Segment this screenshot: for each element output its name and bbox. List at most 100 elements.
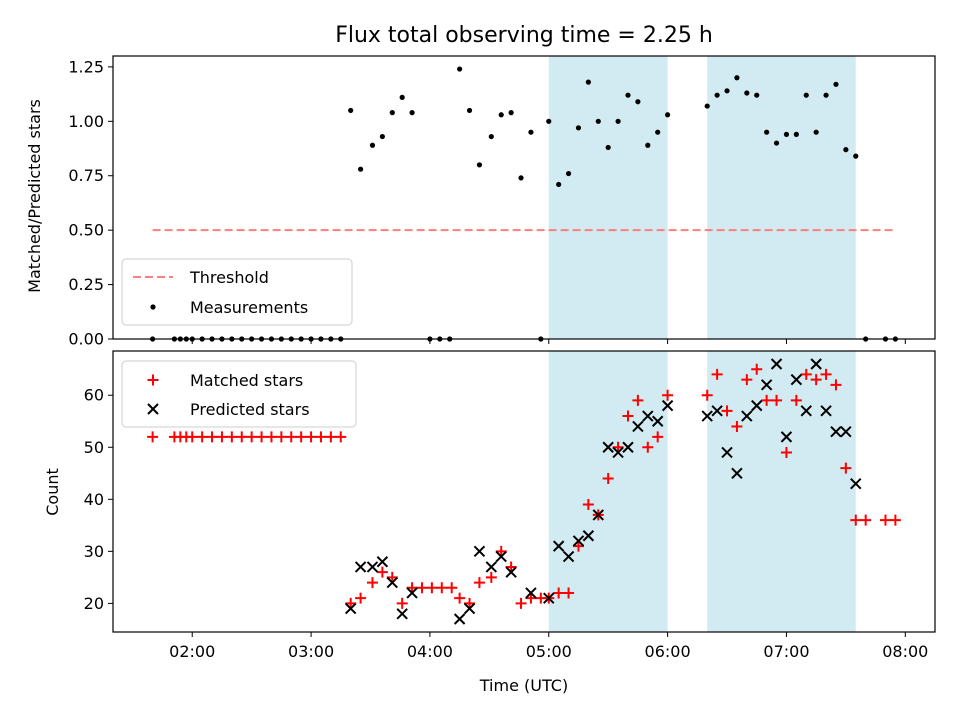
bottom-shaded-interval-2 [707, 351, 856, 632]
chart-title: Flux total observing time = 2.25 h [335, 23, 713, 48]
top-measurements-point [498, 112, 504, 118]
bottom-predicted-stars-point [711, 405, 723, 417]
bottom-predicted-stars-point [760, 379, 773, 391]
bottom-predicted-stars-point [790, 373, 803, 386]
bottom-matched-stars-point [820, 368, 832, 380]
bottom-matched-stars-point [464, 597, 476, 609]
bottom-matched-stars-point [216, 431, 228, 443]
bottom-predicted-stars-point [406, 587, 418, 599]
bottom-matched-stars-point [741, 374, 753, 386]
top-measurements-point [595, 118, 601, 124]
bottom-matched-stars-point [515, 597, 527, 609]
top-measurements-point [457, 66, 463, 72]
top-legend: Threshold Measurements [121, 258, 353, 326]
top-measurements-point [605, 144, 611, 151]
bottom-shaded-interval-1 [548, 351, 668, 632]
bottom-matched-stars-point [454, 592, 466, 604]
top-y-tick-label: 0.25 [68, 275, 104, 294]
bottom-matched-stars-point [701, 389, 713, 401]
top-shaded-interval-2 [707, 56, 856, 339]
top-axes-frame [112, 55, 936, 340]
top-y-tick-label: 0.00 [68, 330, 104, 349]
bottom-matched-stars-point [226, 431, 238, 443]
bottom-matched-stars-point [275, 431, 287, 443]
top-measurements-point [379, 133, 385, 140]
bottom-predicted-stars-point [810, 358, 822, 370]
bottom-matched-stars-point [751, 363, 763, 375]
bottom-predicted-stars-point [495, 550, 507, 563]
top-measurements-point [488, 133, 494, 140]
bottom-matched-stars-point [196, 431, 208, 443]
top-plot-panel: 0.00 0.25 0.50 0.75 1.00 1.25 Threshold Measure… [68, 55, 936, 349]
top-measurements-point [466, 107, 473, 114]
bottom-predicted-stars-point [612, 446, 624, 459]
bottom-x-tick-label: 05:00 [526, 642, 572, 661]
bottom-matched-stars-point [622, 410, 634, 422]
top-measurements-point [764, 129, 770, 135]
legend-measurements-swatch [150, 304, 156, 310]
top-y-tick-label: 0.75 [68, 166, 104, 185]
top-measurements-point [773, 140, 780, 146]
bottom-matched-stars-point [345, 597, 357, 609]
bottom-matched-stars-point [721, 405, 733, 417]
bottom-matched-stars-point [830, 379, 842, 391]
bottom-predicted-stars-point [820, 405, 832, 417]
bottom-matched-stars-point [335, 431, 347, 443]
bottom-y-tick-label: 60 [84, 386, 104, 405]
bottom-matched-stars-point [426, 582, 438, 594]
bottom-matched-stars-point [495, 545, 507, 557]
bottom-matched-stars-point [563, 587, 575, 599]
top-measurements-point [528, 129, 534, 135]
bottom-predicted-stars-point [830, 425, 842, 438]
bottom-matched-stars-point [436, 582, 448, 594]
bottom-predicted-stars-point [731, 467, 743, 479]
bottom-matched-stars-point [446, 582, 458, 594]
bottom-predicted-stars-point [562, 550, 575, 563]
bottom-matched-stars-point [315, 431, 327, 443]
bottom-predicted-stars-point [701, 410, 713, 422]
top-measurements-point [744, 90, 750, 96]
top-measurements-point [843, 147, 849, 153]
bottom-y-axis-label: Count [43, 468, 62, 516]
bottom-predicted-stars-point [543, 592, 555, 604]
bottom-matched-stars-point [711, 368, 723, 380]
bottom-matched-stars-point [285, 431, 297, 443]
bottom-predicted-stars-point [642, 410, 654, 422]
bottom-predicted-stars-point [386, 576, 398, 589]
top-measurements-point [565, 170, 572, 177]
top-measurements-point [389, 110, 395, 116]
bottom-predicted-stars-point [505, 566, 517, 578]
bottom-legend-box [121, 360, 357, 428]
top-measurements-point [724, 88, 730, 94]
bottom-matched-stars-point [780, 446, 792, 458]
top-measurements-point [704, 103, 710, 109]
top-measurements-point [615, 118, 621, 124]
top-measurements-point [665, 112, 671, 118]
bottom-matched-stars-point [473, 577, 485, 589]
top-measurements-point [546, 118, 552, 124]
bottom-plot-panel: 20 30 40 50 60 02:00 03:00 04:00 05:00 06:00 07:00… [84, 350, 936, 661]
bottom-matched-stars-point [406, 582, 418, 594]
bottom-matched-stars-point [879, 514, 891, 526]
top-measurements-point [813, 129, 819, 135]
top-shaded-interval-1 [548, 56, 668, 339]
top-measurements-point [823, 92, 829, 98]
legend-predicted-label: Predicted stars [190, 400, 310, 419]
top-measurements-point [635, 99, 641, 105]
top-measurements-point [783, 131, 790, 137]
top-measurements-point [518, 175, 524, 181]
legend-threshold-label: Threshold [189, 268, 269, 287]
top-measurements-point [556, 181, 562, 188]
bottom-predicted-stars-point [741, 410, 753, 422]
bottom-matched-stars-point [295, 431, 307, 443]
legend-predicted-swatch [147, 403, 159, 415]
bottom-matched-stars-point [652, 431, 664, 443]
bottom-matched-stars-point [850, 514, 862, 526]
bottom-matched-stars-point [386, 571, 398, 583]
bottom-matched-stars-point [662, 389, 674, 401]
bottom-matched-stars-point [305, 431, 317, 443]
bottom-matched-stars-point [860, 514, 872, 526]
bottom-predicted-stars-point [366, 561, 379, 573]
bottom-predicted-stars-point [463, 602, 476, 615]
top-measurements-point [645, 142, 651, 148]
